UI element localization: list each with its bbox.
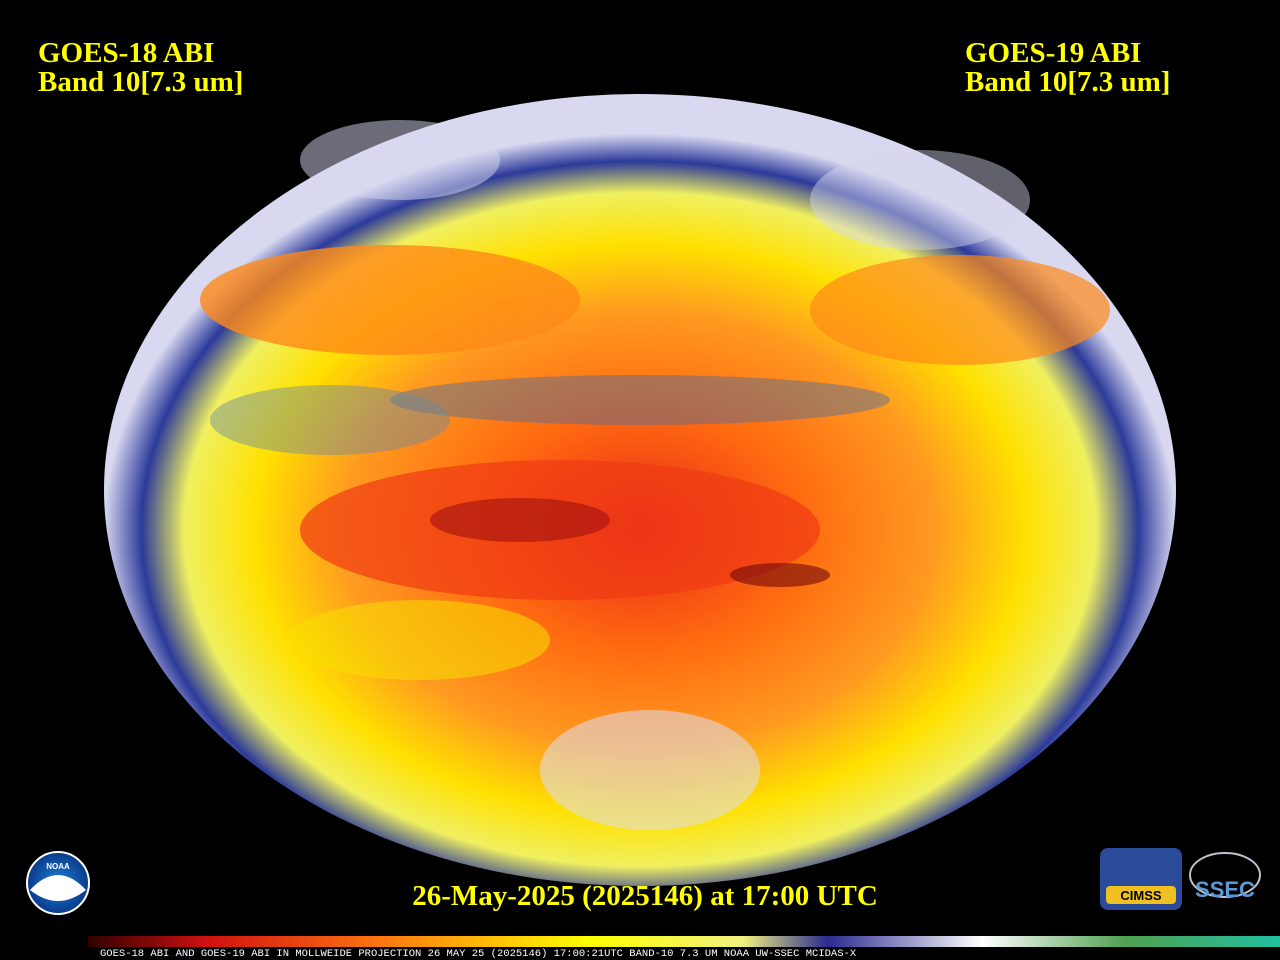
ssec-logo: SSEC xyxy=(1189,852,1261,902)
timestamp: 26-May-2025 (2025146) at 17:00 UTC xyxy=(412,880,878,912)
footer: GOES-18 ABI AND GOES-19 ABI IN MOLLWEIDE… xyxy=(100,948,857,960)
color-bar xyxy=(88,936,1280,947)
left-band: Band 10[7.3 um] xyxy=(38,66,243,98)
globe-image xyxy=(104,94,1176,886)
left-satellite: GOES-18 ABI xyxy=(38,37,214,69)
noaa-text: NOAA xyxy=(46,862,70,871)
cimss-logo: CIMSS xyxy=(1100,848,1182,910)
noaa-logo: NOAA xyxy=(26,851,90,915)
right-satellite: GOES-19 ABI xyxy=(965,37,1141,69)
right-band: Band 10[7.3 um] xyxy=(965,66,1170,98)
cimss-text: CIMSS xyxy=(1120,888,1162,903)
ssec-text: SSEC xyxy=(1195,877,1255,902)
